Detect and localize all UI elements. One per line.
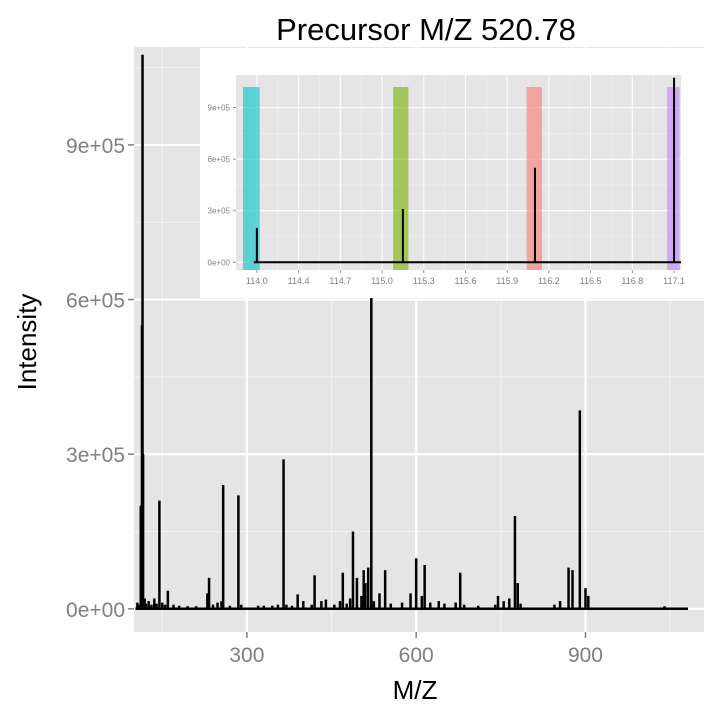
y-tick-label: 9e+05 bbox=[66, 135, 125, 158]
x-tick-label: 115.0 bbox=[371, 276, 393, 286]
x-tick-label: 115.6 bbox=[455, 276, 477, 286]
x-tick-label: 115.3 bbox=[413, 276, 435, 286]
x-tick-label: 114.7 bbox=[329, 276, 351, 286]
y-tick-label: 9e+05 bbox=[208, 104, 231, 113]
y-tick-label: 6e+05 bbox=[208, 155, 231, 164]
main-y-axis: 0e+00 3e+05 6e+05 9e+05 bbox=[66, 135, 134, 622]
inset-plot-panel bbox=[236, 75, 681, 270]
chart-title: Precursor M/Z 520.78 bbox=[276, 12, 576, 47]
x-axis-title: M/Z bbox=[393, 675, 438, 705]
main-x-axis: 300 600 900 bbox=[229, 632, 603, 667]
y-tick-label: 0e+00 bbox=[208, 258, 231, 267]
x-tick-label: 900 bbox=[568, 644, 603, 667]
x-tick-label: 114.0 bbox=[246, 276, 268, 286]
reporter-ion-band bbox=[393, 87, 409, 270]
x-tick-label: 114.4 bbox=[288, 276, 310, 286]
y-tick-label: 0e+00 bbox=[66, 599, 125, 622]
y-tick-label: 6e+05 bbox=[66, 290, 125, 313]
x-tick-label: 300 bbox=[229, 644, 264, 667]
x-tick-label: 116.2 bbox=[538, 276, 560, 286]
x-tick-label: 117.1 bbox=[663, 276, 685, 286]
inset-spectrum-peaks bbox=[253, 77, 681, 264]
inset-x-axis: 114.0 114.4 114.7 115.0 115.3 115.6 115.9 116.2… bbox=[246, 270, 685, 286]
y-tick-label: 3e+05 bbox=[208, 207, 231, 216]
main-spectrum-peaks bbox=[135, 54, 688, 611]
x-tick-label: 116.5 bbox=[580, 276, 602, 286]
reporter-ion-band bbox=[242, 87, 260, 270]
x-tick-label: 115.9 bbox=[496, 276, 518, 286]
y-axis-title: Intensity bbox=[12, 294, 42, 391]
x-tick-label: 116.8 bbox=[621, 276, 643, 286]
inset-y-axis: 0e+00 3e+05 6e+05 9e+05 bbox=[208, 104, 236, 267]
y-tick-label: 3e+05 bbox=[66, 444, 125, 467]
x-tick-label: 600 bbox=[399, 644, 434, 667]
